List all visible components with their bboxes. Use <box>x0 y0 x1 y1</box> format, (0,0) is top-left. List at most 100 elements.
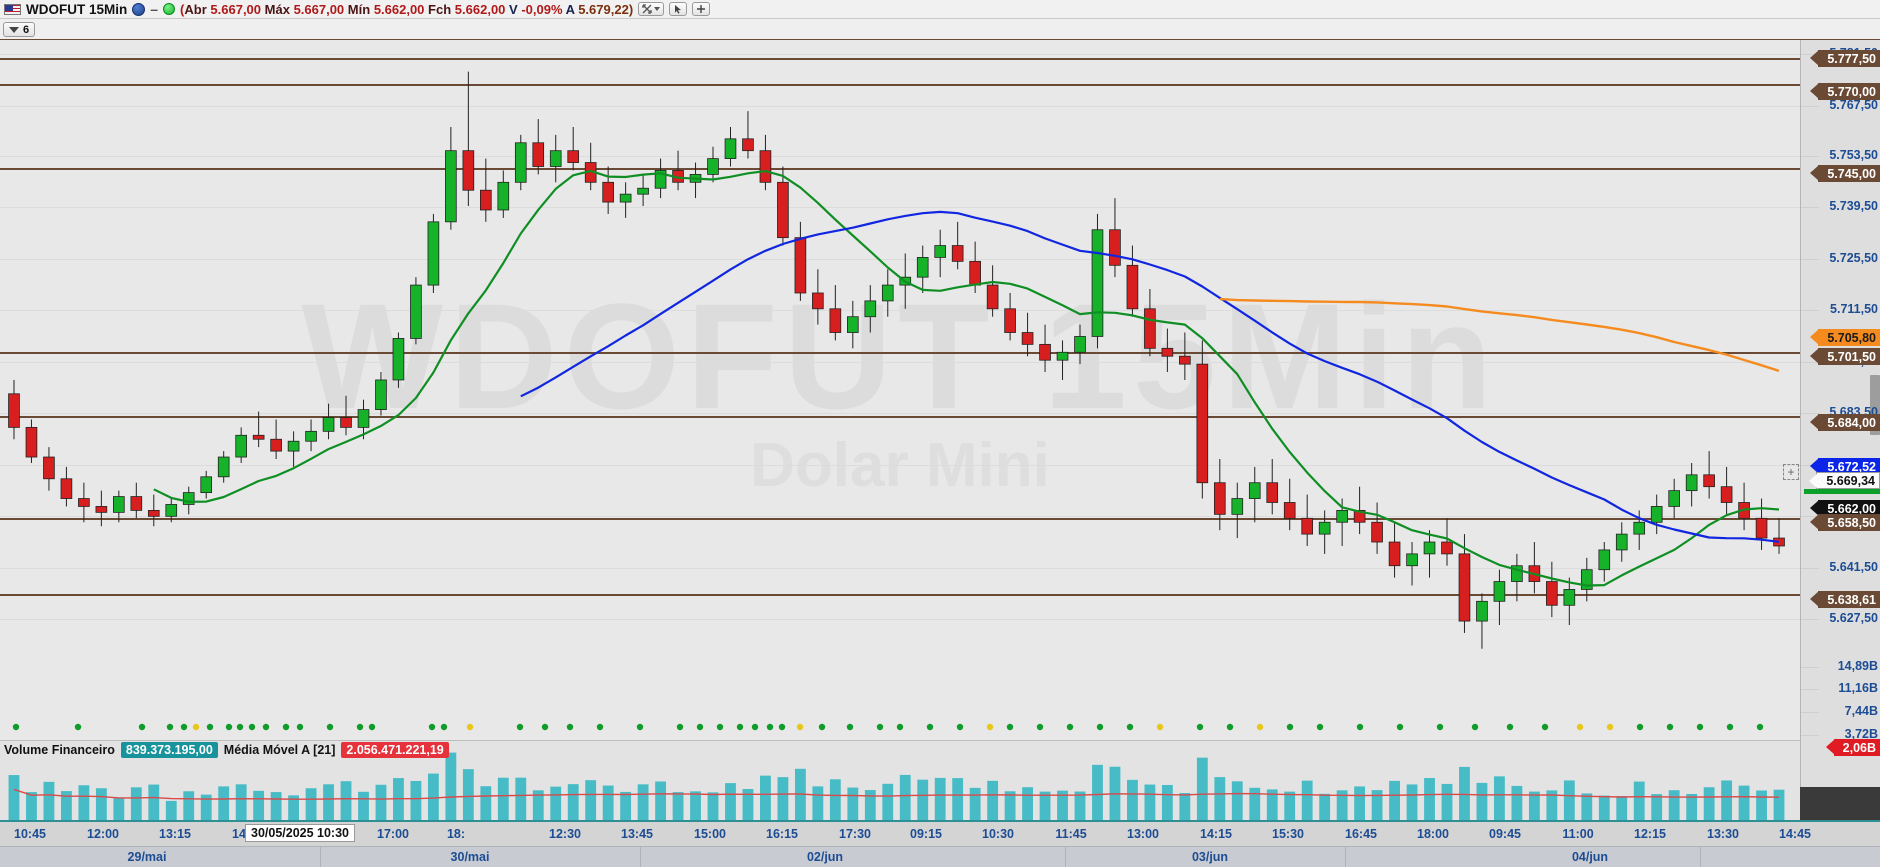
volume-pane[interactable] <box>0 740 1800 820</box>
date-axis: 29/mai 30/mai 02/jun 03/jun 04/jun <box>0 846 1880 867</box>
volume-ma-value: 2.056.471.221,19 <box>341 742 449 758</box>
gridline <box>0 362 1800 363</box>
price-marker-tag[interactable]: 5.770,00 <box>1810 83 1880 100</box>
date-separator <box>640 847 641 867</box>
gridline <box>0 568 1800 569</box>
price-axis[interactable]: + 5.781,505.767,505.753,505.739,505.725,… <box>1783 40 1880 820</box>
variation-value: -0,09% <box>521 1 563 17</box>
price-level-line[interactable] <box>0 518 1800 520</box>
time-axis-label: 13:00 <box>1127 827 1159 841</box>
axis-tick-line <box>1801 735 1819 736</box>
axis-tick-label: 5.641,50 <box>1829 560 1878 574</box>
us-flag-icon <box>4 3 21 15</box>
time-axis-label: 09:45 <box>1489 827 1521 841</box>
date-separator <box>1700 847 1701 867</box>
time-axis-label: 17:00 <box>377 827 409 841</box>
time-axis-label: 15:00 <box>694 827 726 841</box>
time-axis-label: 18: <box>446 827 466 841</box>
plus-icon <box>697 5 706 13</box>
average-value: 5.679,22 <box>578 1 629 17</box>
time-axis-label: 11:00 <box>1562 827 1594 841</box>
separator-dash: – <box>150 1 159 17</box>
open-paren: ( <box>180 1 185 17</box>
date-axis-label: 30/mai <box>450 850 490 864</box>
time-axis-label: 10:45 <box>14 827 46 841</box>
price-level-line[interactable] <box>0 416 1800 418</box>
price-level-line[interactable] <box>0 352 1800 354</box>
date-separator <box>1065 847 1066 867</box>
high-label: Máx <box>264 1 290 17</box>
time-axis-label: 12:00 <box>87 827 119 841</box>
date-axis-label: 29/mai <box>127 850 167 864</box>
open-label: Abr <box>184 1 207 17</box>
crosshair-tool-button[interactable] <box>638 2 665 16</box>
gridline <box>0 259 1800 260</box>
chart-subtoolbar: 6 <box>0 19 1880 40</box>
axis-tick-line <box>1801 310 1819 311</box>
gridline <box>0 465 1800 466</box>
price-marker-tag[interactable]: 5.669,34 <box>1809 472 1880 489</box>
price-level-line[interactable] <box>0 594 1800 596</box>
axis-tick-line <box>1801 54 1819 55</box>
chevron-down-icon <box>9 26 19 33</box>
chart-header-bar: WDOFUT 15Min – (Abr 5.667,00 Máx 5.667,0… <box>0 0 1880 19</box>
price-marker-tag[interactable]: 5.745,00 <box>1810 165 1880 182</box>
price-chart-pane[interactable]: WDOFUT 15Min Dolar Mini <box>0 40 1800 712</box>
candlestick-series <box>8 71 1785 649</box>
time-axis-label: 10:30 <box>982 827 1014 841</box>
axis-scroll-thumb[interactable] <box>1870 375 1880 435</box>
volume-bar-series <box>8 752 1785 820</box>
axis-tick-line <box>1801 106 1819 107</box>
time-axis-label: 13:45 <box>621 827 653 841</box>
close-value: 5.662,00 <box>454 1 506 17</box>
gridline <box>0 310 1800 311</box>
period-count-label: 6 <box>23 23 30 36</box>
cursor-arrow-icon <box>675 5 682 14</box>
broker-badge-icon[interactable] <box>132 2 146 16</box>
signal-dots-pane <box>0 712 1800 740</box>
low-value: 5.662,00 <box>373 1 425 17</box>
high-value: 5.667,00 <box>293 1 345 17</box>
price-level-line[interactable] <box>0 84 1800 86</box>
price-marker-tag[interactable]: 5.705,80 <box>1810 329 1880 346</box>
axis-footer-fill <box>1800 787 1880 820</box>
time-axis-label: 16:15 <box>766 827 798 841</box>
axis-tick-line <box>1801 259 1819 260</box>
time-axis-label: 11:45 <box>1055 827 1087 841</box>
time-axis-label: 14:15 <box>1200 827 1232 841</box>
time-axis-label: 13:30 <box>1707 827 1739 841</box>
axis-tick-label: 11,16B <box>1838 681 1878 695</box>
cursor-tool-button[interactable] <box>669 2 688 16</box>
axis-tick-label: 7,44B <box>1844 704 1878 718</box>
price-level-line[interactable] <box>0 168 1800 170</box>
gridline <box>0 106 1800 107</box>
price-marker-tag[interactable]: 5.662,00 <box>1810 500 1880 517</box>
close-paren: ) <box>628 1 634 17</box>
time-axis[interactable]: 10:4512:0013:1514:3015:4517:0018:12:3013… <box>0 820 1880 846</box>
date-axis-label: 02/jun <box>806 850 844 864</box>
time-axis-label: 15:30 <box>1272 827 1304 841</box>
period-count-dropdown[interactable]: 6 <box>3 22 36 37</box>
add-indicator-button[interactable] <box>692 2 711 16</box>
date-axis-label: 03/jun <box>1191 850 1229 864</box>
volume-indicator-value: 839.373.195,00 <box>120 742 218 758</box>
low-label: Mín <box>347 1 371 17</box>
signal-dot-markers <box>12 723 1764 731</box>
axis-tick-line <box>1801 689 1819 690</box>
price-marker-tag[interactable]: 2,06B <box>1825 739 1880 756</box>
volume-indicator-legend[interactable]: Volume Financeiro 839.373.195,00 Média M… <box>4 742 449 758</box>
price-level-line[interactable] <box>0 58 1800 60</box>
axis-tick-line <box>1801 413 1819 414</box>
price-marker-tag[interactable]: 5.672,52 <box>1810 458 1880 475</box>
price-marker-tag[interactable]: 5.777,50 <box>1810 50 1880 67</box>
time-axis-label: 13:15 <box>159 827 191 841</box>
price-marker-tag[interactable]: 5.684,00 <box>1810 414 1880 431</box>
price-marker-tag[interactable]: 5.701,50 <box>1810 348 1880 365</box>
date-axis-label: 04/jun <box>1571 850 1609 864</box>
price-marker-tag[interactable]: 5.658,50 <box>1810 514 1880 531</box>
time-axis-label: 14:45 <box>1779 827 1811 841</box>
axis-tick-line <box>1801 712 1819 713</box>
price-marker-tag[interactable]: 5.638,61 <box>1810 591 1880 608</box>
symbol-title[interactable]: WDOFUT 15Min <box>26 1 128 17</box>
